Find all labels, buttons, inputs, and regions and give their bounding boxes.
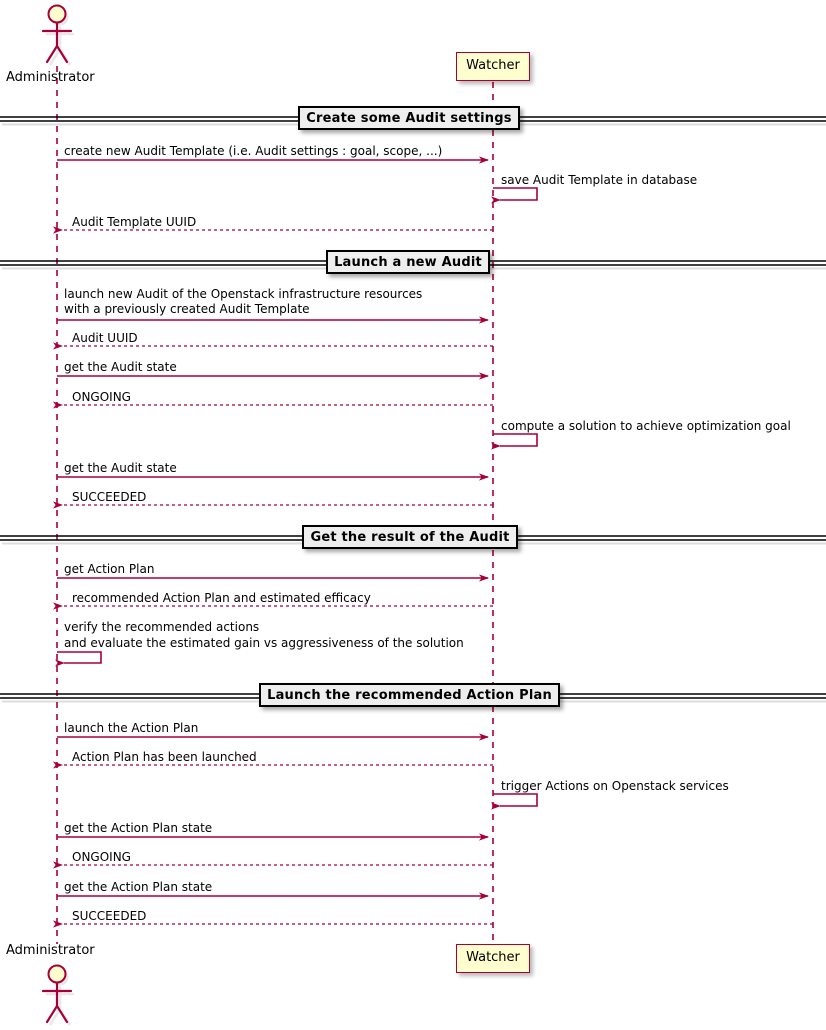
- label-msg-launch-new-audit-line1: launch new Audit of the Openstack infras…: [64, 287, 423, 301]
- divider-get-result-of-audit: Get the result of the Audit: [302, 525, 518, 549]
- actor-administrator-bottom-icon: [41, 964, 74, 1026]
- divider-launch-new-audit: Launch a new Audit: [326, 250, 490, 274]
- divider-create-audit-settings: Create some Audit settings: [298, 106, 520, 130]
- label-msg-get-audit-state-2: get the Audit state: [64, 461, 177, 475]
- label-msg-verify-actions-line2: and evaluate the estimated gain vs aggre…: [64, 636, 464, 650]
- label-msg-launch-new-audit-line2: with a previously created Audit Template: [64, 302, 310, 316]
- divider-launch-recommended-action-plan: Launch the recommended Action Plan: [259, 683, 560, 707]
- actor-label-administrator-bottom: Administrator: [6, 943, 95, 958]
- label-msg-audit-template-uuid: Audit Template UUID: [72, 215, 197, 229]
- label-msg-get-action-plan: get Action Plan: [64, 562, 155, 576]
- arrow-msg-trigger-actions: [491, 793, 538, 810]
- label-msg-get-action-plan-state-1: get the Action Plan state: [64, 821, 213, 835]
- label-msg-ongoing-action-plan: ONGOING: [72, 850, 131, 864]
- label-msg-save-audit-template: save Audit Template in database: [501, 173, 698, 187]
- label-msg-audit-uuid: Audit UUID: [72, 331, 138, 345]
- label-msg-action-plan-launched: Action Plan has been launched: [72, 750, 257, 764]
- participant-watcher-bottom-label: Watcher: [466, 950, 520, 965]
- label-msg-get-action-plan-state-2: get the Action Plan state: [64, 880, 213, 894]
- arrow-msg-verify-actions: [55, 651, 102, 667]
- label-msg-trigger-actions: trigger Actions on Openstack services: [501, 779, 729, 793]
- label-msg-succeeded-audit: SUCCEEDED: [72, 490, 147, 504]
- label-msg-launch-action-plan: launch the Action Plan: [64, 721, 199, 735]
- label-msg-create-audit-template: create new Audit Template (i.e. Audit se…: [64, 144, 443, 158]
- arrow-msg-compute-solution: [491, 433, 538, 450]
- label-msg-ongoing-audit: ONGOING: [72, 390, 131, 404]
- participant-watcher-top-label: Watcher: [466, 58, 520, 73]
- label-msg-compute-solution: compute a solution to achieve optimizati…: [501, 419, 791, 433]
- actor-administrator-top-icon: [41, 4, 74, 66]
- label-msg-get-audit-state-1: get the Audit state: [64, 360, 177, 374]
- participant-watcher-top[interactable]: Watcher: [456, 52, 530, 81]
- participant-watcher-bottom[interactable]: Watcher: [456, 944, 530, 973]
- actor-label-administrator-top: Administrator: [6, 70, 95, 85]
- label-msg-verify-actions-line1: verify the recommended actions: [64, 620, 260, 634]
- label-msg-succeeded-action-plan: SUCCEEDED: [72, 909, 147, 923]
- label-msg-recommended-action-plan: recommended Action Plan and estimated ef…: [72, 591, 371, 605]
- arrow-msg-save-audit-template: [491, 187, 538, 204]
